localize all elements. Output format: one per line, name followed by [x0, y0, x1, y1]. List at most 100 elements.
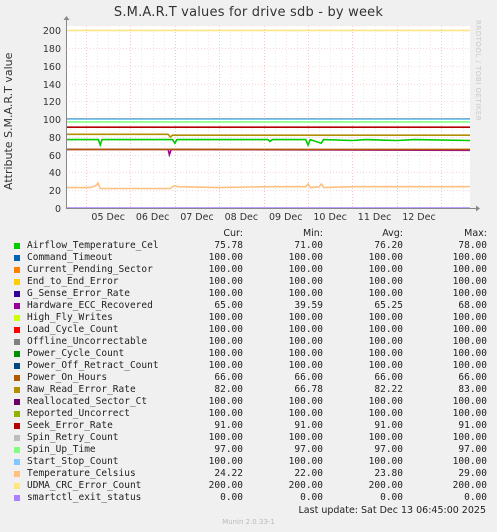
- legend-row: Seek_Error_Rate 91.00 91.00 91.00 91.00: [11, 420, 491, 432]
- legend-avg-value: 23.80: [374, 468, 403, 479]
- legend-swatch: [14, 255, 20, 261]
- legend-row: Offline_Uncorrectable 100.00 100.00 100.00 1…: [11, 336, 491, 348]
- legend-row: Reallocated_Sector_Ct 100.00 100.00 100.00 1…: [11, 396, 491, 408]
- series-lines: [66, 29, 471, 209]
- legend-row: Command_Timeout 100.00 100.00 100.00 100.00: [11, 252, 491, 264]
- legend-cur-value: 100.00: [208, 360, 243, 371]
- legend-max-value: 91.00: [458, 420, 487, 431]
- legend-cur-value: 100.00: [208, 312, 243, 323]
- legend-avg-value: 100.00: [368, 336, 403, 347]
- legend-cur-value: 75.78: [214, 240, 243, 251]
- legend-cur-value: 100.00: [208, 252, 243, 263]
- legend-row: Airflow_Temperature_Cel 75.78 71.00 76.20 78…: [11, 240, 491, 252]
- legend-row: Power_On_Hours 66.00 66.00 66.00 66.00: [11, 372, 491, 384]
- legend-cur-value: 100.00: [208, 432, 243, 443]
- legend-cur-value: 100.00: [208, 336, 243, 347]
- series-line-airflow-temperature-cel: [66, 138, 471, 148]
- legend-cur-value: 91.00: [214, 420, 243, 431]
- legend-avg-value: 76.20: [374, 240, 403, 251]
- legend-max-value: 68.00: [458, 300, 487, 311]
- legend-cur-value: 100.00: [208, 396, 243, 407]
- column-min: Min:: [302, 228, 323, 239]
- legend-min-value: 66.78: [294, 384, 323, 395]
- legend-min-value: 71.00: [294, 240, 323, 251]
- legend-rows: Airflow_Temperature_Cel 75.78 71.00 76.20 78…: [11, 240, 491, 504]
- legend-min-value: 39.59: [294, 300, 323, 311]
- legend-max-value: 66.00: [458, 372, 487, 383]
- x-tick-label: 08 Dec: [225, 212, 259, 223]
- legend-min-value: 91.00: [294, 420, 323, 431]
- legend-table: Cur: Min: Avg: Max: Airflow_Temperature_…: [11, 228, 491, 504]
- series-line-raw-read-error-rate: [66, 133, 470, 139]
- plot-area: [66, 26, 470, 208]
- legend-avg-value: 66.00: [374, 372, 403, 383]
- legend-max-value: 97.00: [458, 444, 487, 455]
- legend-min-value: 100.00: [288, 348, 323, 359]
- legend-cur-value: 100.00: [208, 348, 243, 359]
- legend-avg-value: 100.00: [368, 432, 403, 443]
- legend-avg-value: 100.00: [368, 312, 403, 323]
- legend-swatch: [14, 471, 20, 477]
- legend-min-value: 100.00: [288, 432, 323, 443]
- series-line-temperature-celsius: [66, 181, 470, 190]
- legend-min-value: 100.00: [288, 276, 323, 287]
- legend-max-value: 100.00: [452, 288, 487, 299]
- legend-min-value: 100.00: [288, 288, 323, 299]
- x-tick-label: 06 Dec: [136, 212, 170, 223]
- y-tick-label: 20: [49, 186, 61, 197]
- legend-avg-value: 100.00: [368, 456, 403, 467]
- last-update: Last update: Sat Dec 13 06:45:00 2025: [298, 505, 486, 516]
- legend-min-value: 100.00: [288, 336, 323, 347]
- y-tick-label: 0: [55, 204, 61, 215]
- legend-avg-value: 100.00: [368, 348, 403, 359]
- legend-min-value: 100.00: [288, 324, 323, 335]
- legend-series-name: G_Sense_Error_Rate: [27, 288, 130, 299]
- tick-labels: 0 20 40 60 80 100 120 140 160 180 200 05 Dec 06 Dec 0…: [43, 26, 436, 223]
- legend-row: Load_Cycle_Count 100.00 100.00 100.00 100.00: [11, 324, 491, 336]
- column-cur: Cur:: [223, 228, 243, 239]
- legend-swatch: [14, 411, 20, 417]
- legend-swatch: [14, 327, 20, 333]
- legend-row: Spin_Up_Time 97.00 97.00 97.00 97.00: [11, 444, 491, 456]
- legend-min-value: 100.00: [288, 360, 323, 371]
- legend-row: UDMA_CRC_Error_Count 200.00 200.00 200.00 20…: [11, 480, 491, 492]
- x-tick-label: 11 Dec: [358, 212, 392, 223]
- legend-min-value: 100.00: [288, 408, 323, 419]
- legend-swatch: [14, 363, 20, 369]
- legend-max-value: 100.00: [452, 312, 487, 323]
- legend-series-name: Temperature_Celsius: [27, 468, 136, 479]
- legend-series-name: Power_On_Hours: [27, 372, 108, 383]
- legend-row: High_Fly_Writes 100.00 100.00 100.00 100.00: [11, 312, 491, 324]
- x-tick-label: 12 Dec: [402, 212, 436, 223]
- legend-min-value: 97.00: [294, 444, 323, 455]
- y-tick-label: 200: [43, 26, 61, 37]
- legend-avg-value: 82.22: [374, 384, 403, 395]
- munin-version: Munin 2.0.33-1: [222, 518, 275, 526]
- legend-avg-value: 100.00: [368, 360, 403, 371]
- legend-cur-value: 82.00: [214, 384, 243, 395]
- legend-swatch: [14, 279, 20, 285]
- legend-series-name: Power_Cycle_Count: [27, 348, 125, 359]
- legend-min-value: 100.00: [288, 456, 323, 467]
- legend-max-value: 78.00: [458, 240, 487, 251]
- x-tick-label: 09 Dec: [269, 212, 303, 223]
- legend-row: Spin_Retry_Count 100.00 100.00 100.00 100.00: [11, 432, 491, 444]
- legend-swatch: [14, 495, 20, 501]
- y-tick-label: 40: [49, 168, 61, 179]
- x-tick-label: 10 Dec: [313, 212, 347, 223]
- legend-max-value: 29.00: [458, 468, 487, 479]
- legend-max-value: 100.00: [452, 408, 487, 419]
- legend-avg-value: 100.00: [368, 324, 403, 335]
- legend-avg-value: 0.00: [380, 492, 403, 503]
- legend-min-value: 0.00: [300, 492, 323, 503]
- legend-swatch: [14, 375, 20, 381]
- y-axis-arrow: [63, 16, 70, 20]
- legend-cur-value: 100.00: [208, 456, 243, 467]
- legend-series-name: Offline_Uncorrectable: [27, 336, 148, 347]
- legend-cur-value: 65.00: [214, 300, 243, 311]
- legend-swatch: [14, 291, 20, 297]
- legend-series-name: Hardware_ECC_Recovered: [27, 300, 153, 311]
- y-tick-label: 60: [49, 151, 61, 162]
- axes: [63, 16, 480, 212]
- legend-avg-value: 100.00: [368, 408, 403, 419]
